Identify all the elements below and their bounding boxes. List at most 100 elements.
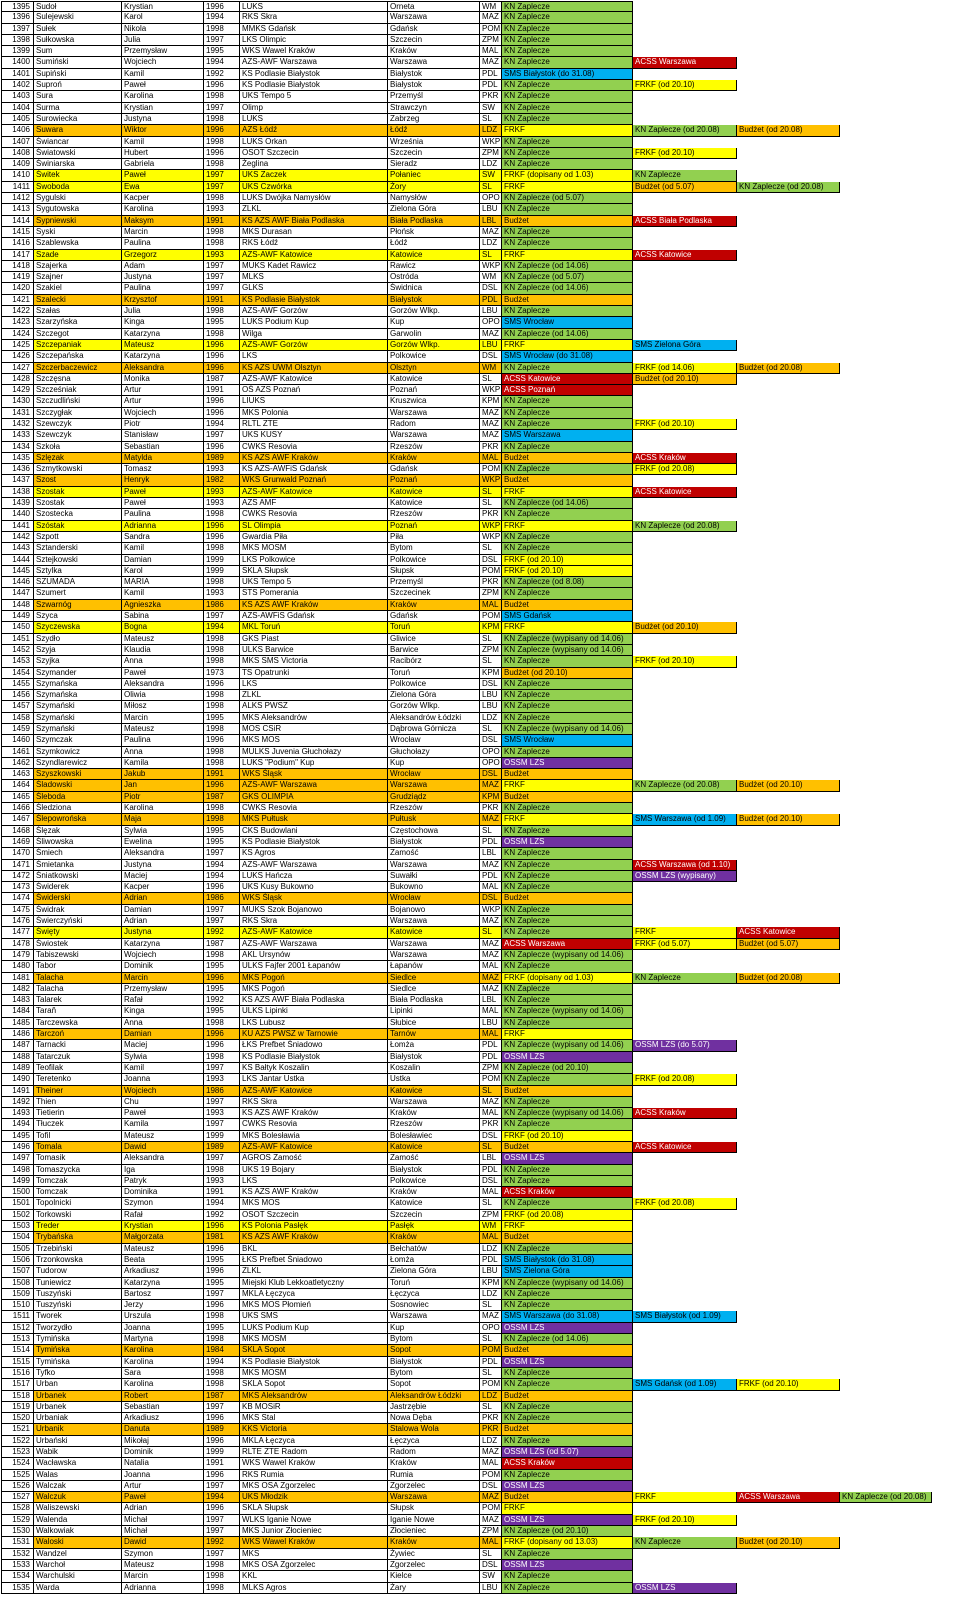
cell-firstname: Stanisław — [122, 430, 204, 442]
cell-id: 1431 — [1, 407, 34, 419]
cell-city: Zgorzelec — [388, 1559, 480, 1572]
cell-firstname: Nikola — [122, 23, 204, 35]
cell-region: LDZ — [480, 238, 502, 250]
cell-year: 1996 — [204, 80, 240, 92]
cell-firstname: Damian — [122, 554, 204, 566]
cell-region: LDZ — [480, 1435, 502, 1447]
cell-region: MAZ — [480, 418, 502, 431]
cell-city: Dąbrowa Górnicza — [388, 724, 480, 736]
cell-club: UKS Tempo 5 — [240, 91, 388, 103]
cell-firstname: Iga — [122, 1164, 204, 1176]
cell-club: CWKS Resovia — [240, 1119, 388, 1131]
cell-surname: Szlęzak — [34, 452, 122, 465]
cell-city: Kraków — [388, 452, 480, 465]
cell-id: 1400 — [1, 57, 34, 69]
cell-id: 1448 — [1, 599, 34, 612]
cell-region: MAL — [480, 1006, 502, 1018]
cell-surname: Świderski — [34, 893, 122, 905]
cell-status: KN Zaplecze (od 20.08) — [840, 1492, 932, 1504]
cell-club: CWKS Resovia — [240, 441, 388, 453]
cell-status: Budżet — [502, 452, 633, 465]
cell-year: 1998 — [204, 746, 240, 758]
cell-club: ŁKS Prefbet Śniadowo — [240, 1254, 388, 1267]
cell-id: 1408 — [1, 147, 34, 160]
cell-firstname: Wojciech — [122, 407, 204, 419]
cell-region: LBU — [480, 690, 502, 702]
cell-club: LUKS — [240, 113, 388, 126]
cell-surname: Szymkowicz — [34, 746, 122, 758]
cell-surname: Warchulski — [34, 1571, 122, 1583]
cell-status: FRKF — [502, 1029, 633, 1041]
cell-year: 1989 — [204, 1424, 240, 1436]
cell-city: Szczecin — [388, 34, 480, 47]
cell-region: PKR — [480, 1424, 502, 1436]
cell-firstname: Urszula — [122, 1311, 204, 1323]
cell-club: MKS Durasan — [240, 226, 388, 239]
cell-firstname: Paulina — [122, 283, 204, 295]
cell-region: DSL — [480, 283, 502, 295]
cell-year: 1998 — [204, 577, 240, 589]
cell-surname: Świderek — [34, 882, 122, 894]
cell-year: 1998 — [204, 1571, 240, 1583]
cell-year: 1998 — [204, 1367, 240, 1380]
cell-region: LDZ — [480, 1243, 502, 1255]
cell-city: Zielona Góra — [388, 1266, 480, 1278]
cell-surname: Świancar — [34, 136, 122, 148]
cell-club: SKLA Słupsk — [240, 1503, 388, 1515]
cell-id: 1438 — [1, 486, 34, 499]
cell-region: PKR — [480, 1413, 502, 1425]
cell-club: AZS-AWF Katowice — [240, 373, 388, 386]
cell-firstname: Mateusz — [122, 633, 204, 645]
cell-id: 1531 — [1, 1537, 34, 1549]
cell-surname: Szmytkowski — [34, 464, 122, 476]
cell-id: 1518 — [1, 1390, 34, 1402]
cell-year: 1997 — [204, 1480, 240, 1493]
cell-year: 1996 — [204, 1243, 240, 1255]
cell-year: 1996 — [204, 531, 240, 544]
cell-surname: Szydło — [34, 633, 122, 645]
cell-city: Bytom — [388, 543, 480, 555]
cell-surname: Szyja — [34, 644, 122, 657]
cell-region: ZPM — [480, 1062, 502, 1075]
cell-status: KN Zaplecze — [502, 1164, 633, 1176]
cell-club: KS AZS AWF Kraków — [240, 599, 388, 612]
cell-year: 1995 — [204, 1006, 240, 1018]
cell-region: LDZ — [480, 159, 502, 171]
cell-club: OSOT Szczecin — [240, 147, 388, 160]
cell-id: 1520 — [1, 1413, 34, 1425]
cell-city: Żory — [388, 181, 480, 194]
cell-id: 1411 — [1, 181, 34, 194]
cell-region: SL — [480, 249, 502, 261]
cell-surname: Walenda — [34, 1514, 122, 1527]
cell-year: 1998 — [204, 543, 240, 555]
cell-id: 1404 — [1, 102, 34, 114]
cell-region: MAZ — [480, 972, 502, 984]
cell-year: 1998 — [204, 238, 240, 250]
cell-status: KN Zaplecze — [502, 509, 633, 521]
cell-year: 1997 — [204, 916, 240, 928]
cell-firstname: Kamila — [122, 757, 204, 770]
cell-surname: Urban — [34, 1379, 122, 1391]
cell-city: Iganie Nowe — [388, 1514, 480, 1527]
cell-firstname: Anna — [122, 1017, 204, 1030]
cell-city: Łódź — [388, 238, 480, 250]
cell-city: Poznań — [388, 520, 480, 532]
cell-surname: Tomala — [34, 1141, 122, 1154]
cell-id: 1396 — [1, 12, 34, 24]
cell-status: KN Zaplecze — [502, 136, 633, 148]
cell-firstname: Sylwia — [122, 1051, 204, 1063]
cell-club: KS Polonia Pasłęk — [240, 1221, 388, 1233]
cell-year: 1998 — [204, 949, 240, 962]
cell-surname: Szałas — [34, 306, 122, 318]
cell-firstname: Paweł — [122, 170, 204, 182]
cell-region: SL — [480, 1401, 502, 1414]
cell-region: PDL — [480, 836, 502, 849]
cell-id: 1413 — [1, 204, 34, 216]
cell-region: SL — [480, 498, 502, 510]
cell-surname: Szpott — [34, 531, 122, 544]
cell-region: KPM — [480, 791, 502, 804]
cell-city: Żary — [388, 1582, 480, 1594]
cell-city: Warszawa — [388, 780, 480, 792]
cell-year: 1998 — [204, 656, 240, 668]
cell-year: 1991 — [204, 294, 240, 307]
